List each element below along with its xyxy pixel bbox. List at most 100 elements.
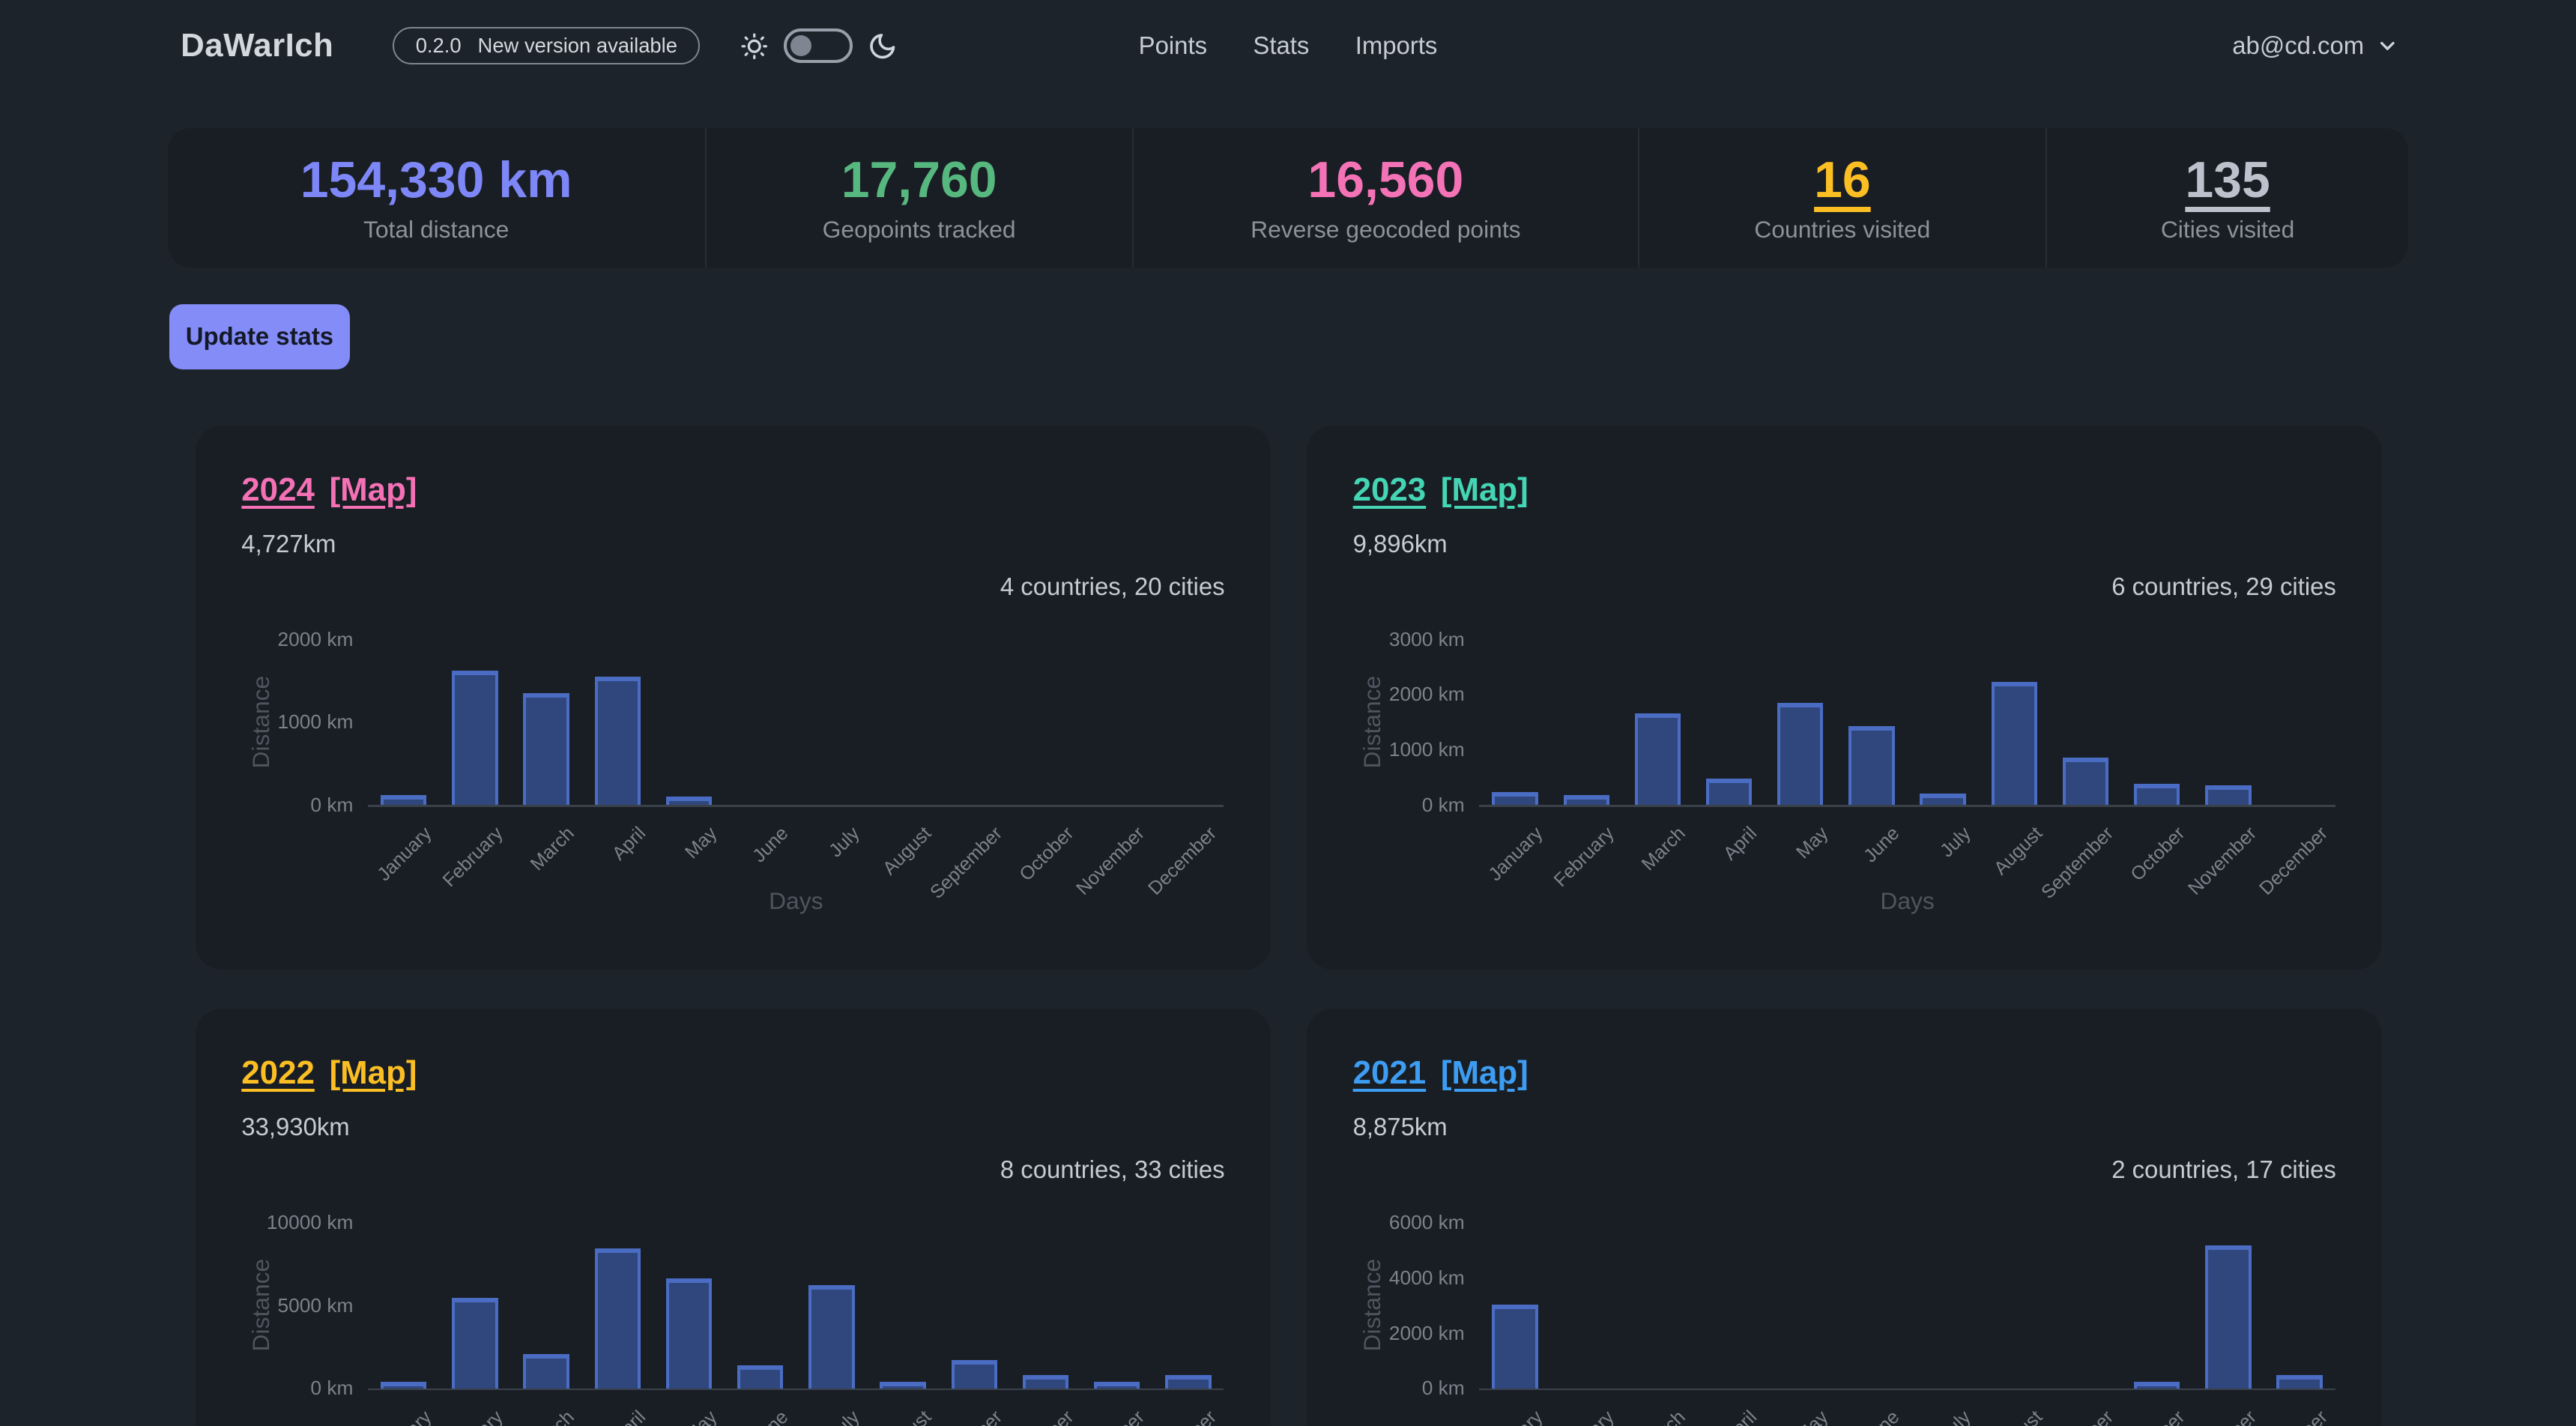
x-axis-tick-label: July [825, 823, 864, 862]
bar-February [452, 670, 498, 806]
year-total-distance: 4,727km [241, 529, 336, 558]
bar-January [381, 795, 427, 806]
x-axis-tick-label: June [1860, 823, 1904, 867]
x-axis-tick-label: October [1015, 1407, 1078, 1426]
y-axis-tick-label: 0 km [1421, 793, 1465, 816]
year-link-2023[interactable]: 2023 [1352, 471, 1427, 508]
card-header: 2023 [Map] [1353, 468, 2336, 511]
total-distance-value: 154,330 km [300, 151, 572, 208]
countries-visited-link[interactable]: 16 [1814, 151, 1871, 208]
year-card-2024: 2024 [Map] 4,727km 4 countries, 20 citie… [195, 425, 1271, 970]
bar-December [2276, 1375, 2323, 1389]
x-axis-tick-label: January [1485, 1407, 1548, 1426]
x-axis-tick-label: November [1072, 823, 1149, 900]
year-link-2021[interactable]: 2021 [1352, 1054, 1427, 1092]
year-card-2021: 2021 [Map] 8,875km 2 countries, 17 citie… [1307, 1009, 2383, 1426]
bar-March [523, 1353, 569, 1389]
x-axis-tick-label: December [2255, 823, 2332, 900]
version-number: 0.2.0 [415, 33, 462, 57]
x-axis-tick-label: June [1860, 1407, 1904, 1426]
y-axis-title: Distance [247, 1259, 275, 1352]
version-message: New version available [477, 33, 677, 57]
year-countries-cities: 8 countries, 33 cities [1000, 1155, 1225, 1184]
cities-visited-link[interactable]: 135 [2185, 151, 2270, 208]
bar-July [808, 1284, 855, 1389]
x-axis-tick-label: February [1550, 1407, 1619, 1426]
y-axis-tick-label: 4000 km [1388, 1266, 1465, 1289]
card-header: 2021 [Map] [1353, 1051, 2336, 1094]
y-axis-tick-label: 5000 km [277, 1293, 354, 1317]
y-axis-tick-label: 0 km [310, 1377, 354, 1400]
y-axis-tick-label: 0 km [310, 793, 354, 816]
chevron-down-icon [2376, 34, 2399, 58]
x-axis-tick-label: May [681, 1407, 722, 1426]
year-countries-cities: 2 countries, 17 cities [2111, 1155, 2336, 1184]
stat-total-distance: 154,330 km Total distance [168, 128, 705, 268]
x-axis-title: Days [769, 886, 823, 914]
x-axis-tick-label: August [878, 823, 935, 880]
x-axis-line [1479, 1388, 2335, 1390]
year-link-2024[interactable]: 2024 [241, 471, 315, 508]
app-logo: DaWarIch [181, 27, 334, 64]
map-link-2024[interactable]: [Map] [329, 471, 417, 508]
x-axis-tick-label: June [749, 1407, 793, 1426]
x-axis-tick-label: September [926, 1407, 1007, 1426]
map-link-2021[interactable]: [Map] [1440, 1054, 1529, 1092]
y-axis-tick-label: 3000 km [1388, 627, 1465, 650]
stat-cities: 135 Cities visited [2045, 128, 2409, 268]
theme-switcher [740, 28, 897, 64]
year-countries-cities: 6 countries, 29 cities [2111, 572, 2336, 600]
cities-visited-label: Cities visited [2160, 216, 2295, 244]
user-menu[interactable]: ab@cd.com [2232, 31, 2398, 60]
bar-August [880, 1381, 926, 1389]
x-axis-tick-label: May [1792, 1407, 1833, 1426]
nav-link-stats[interactable]: Stats [1253, 31, 1310, 60]
bar-February [452, 1298, 498, 1389]
map-link-2022[interactable]: [Map] [329, 1054, 417, 1092]
map-link-2023[interactable]: [Map] [1440, 471, 1529, 508]
year-link-2022[interactable]: 2022 [241, 1054, 315, 1092]
nav-link-imports[interactable]: Imports [1355, 31, 1438, 60]
bar-June [737, 1365, 784, 1389]
bar-March [523, 693, 569, 806]
x-axis-tick-label: November [2184, 1407, 2261, 1426]
y-axis-tick-label: 2000 km [1388, 1321, 1465, 1344]
bar-May [665, 797, 713, 806]
x-axis-tick-label: October [2126, 1407, 2189, 1426]
update-stats-button[interactable]: Update stats [169, 303, 350, 370]
toggle-knob [790, 34, 812, 57]
year-cards-grid: 2024 [Map] 4,727km 4 countries, 20 citie… [168, 425, 2409, 1426]
nav-link-points[interactable]: Points [1138, 31, 1208, 60]
bar-June [1848, 726, 1895, 806]
bar-November [1093, 1381, 1140, 1389]
user-email: ab@cd.com [2232, 31, 2365, 60]
x-axis-tick-label: January [373, 1407, 436, 1426]
x-axis-tick-label: February [1549, 823, 1619, 892]
theme-toggle[interactable] [784, 28, 853, 64]
stat-countries: 16 Countries visited [1638, 128, 2046, 268]
bar-January [1492, 1304, 1538, 1389]
x-axis-tick-label: August [879, 1407, 936, 1426]
bar-September [951, 1360, 997, 1389]
x-axis-tick-label: December [1144, 1407, 1221, 1426]
x-axis-tick-label: December [2255, 1407, 2332, 1426]
x-axis-tick-label: March [1637, 823, 1690, 875]
x-axis-tick-label: December [1143, 823, 1221, 900]
bar-September [2062, 757, 2109, 806]
x-axis-tick-label: September [2037, 1407, 2118, 1426]
y-axis-tick-label: 2000 km [1388, 683, 1465, 706]
version-badge[interactable]: 0.2.0 New version available [393, 27, 701, 65]
card-header: 2024 [Map] [241, 468, 1224, 511]
x-axis-tick-label: September [2037, 823, 2118, 904]
x-axis-tick-label: July [1936, 1406, 1976, 1426]
bar-March [1634, 713, 1681, 806]
bar-May [665, 1278, 713, 1389]
x-axis-line [368, 805, 1224, 807]
x-axis-tick-label: April [608, 1407, 650, 1426]
year-total-distance: 9,896km [1352, 529, 1448, 558]
x-axis-tick-label: February [438, 823, 507, 892]
bar-July [1920, 793, 1966, 806]
y-axis-tick-label: 2000 km [277, 627, 354, 650]
